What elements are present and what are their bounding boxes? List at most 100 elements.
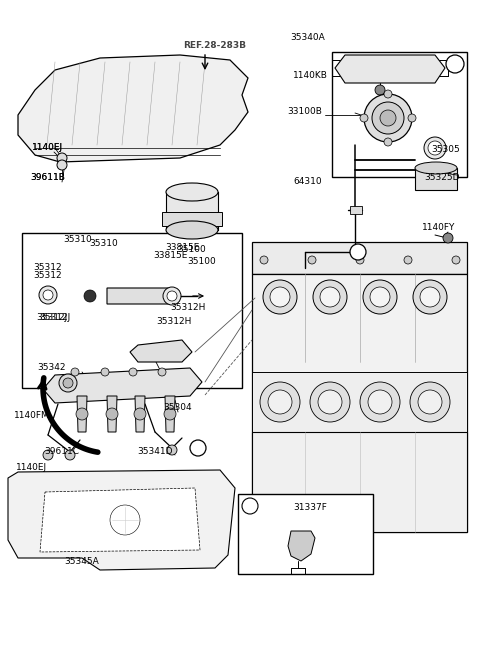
- Circle shape: [360, 114, 368, 122]
- Circle shape: [318, 390, 342, 414]
- Circle shape: [43, 450, 53, 460]
- Text: 35340A: 35340A: [290, 33, 325, 43]
- Polygon shape: [135, 396, 145, 432]
- Circle shape: [147, 344, 163, 360]
- Circle shape: [106, 408, 118, 420]
- Text: 1140EJ: 1140EJ: [16, 464, 48, 472]
- Polygon shape: [77, 396, 87, 432]
- Bar: [252, 372, 467, 432]
- Circle shape: [43, 290, 53, 300]
- Circle shape: [242, 498, 258, 514]
- Text: 39611B: 39611B: [31, 173, 65, 182]
- Circle shape: [320, 287, 340, 307]
- Circle shape: [63, 378, 73, 388]
- Ellipse shape: [166, 221, 218, 239]
- Polygon shape: [130, 340, 192, 362]
- Circle shape: [263, 280, 297, 314]
- Text: 35341D: 35341D: [137, 447, 173, 456]
- Circle shape: [350, 244, 366, 260]
- Circle shape: [39, 286, 57, 304]
- Circle shape: [363, 280, 397, 314]
- Ellipse shape: [415, 162, 457, 174]
- Circle shape: [404, 256, 412, 264]
- Circle shape: [163, 287, 181, 305]
- Circle shape: [310, 382, 350, 422]
- Bar: [252, 432, 467, 532]
- Text: 39611B: 39611B: [31, 173, 65, 182]
- Bar: [22, 233, 242, 388]
- Text: A: A: [195, 443, 201, 453]
- Text: REF.28-283B: REF.28-283B: [183, 41, 247, 50]
- Circle shape: [375, 85, 385, 95]
- Text: 39611C: 39611C: [45, 447, 80, 456]
- Polygon shape: [43, 368, 202, 403]
- Circle shape: [452, 256, 460, 264]
- Text: 35312J: 35312J: [36, 313, 68, 322]
- Text: 33815E: 33815E: [153, 250, 187, 260]
- Circle shape: [408, 114, 416, 122]
- Bar: [166, 192, 218, 230]
- Text: 1140KB: 1140KB: [293, 71, 328, 80]
- Bar: [252, 242, 467, 274]
- Text: a: a: [452, 60, 458, 69]
- Circle shape: [71, 368, 79, 376]
- Polygon shape: [8, 470, 235, 570]
- Text: 35305: 35305: [431, 145, 460, 154]
- Polygon shape: [18, 55, 248, 162]
- Bar: [162, 212, 222, 226]
- Text: 31337F: 31337F: [293, 504, 327, 513]
- Text: 35100: 35100: [178, 245, 206, 254]
- Text: 1140FM: 1140FM: [14, 411, 50, 419]
- Circle shape: [167, 445, 177, 455]
- Circle shape: [270, 287, 290, 307]
- Bar: [332, 52, 467, 177]
- Bar: [415, 168, 457, 190]
- Polygon shape: [107, 288, 177, 304]
- Circle shape: [190, 440, 206, 456]
- Text: 35345A: 35345A: [65, 557, 99, 566]
- Circle shape: [260, 256, 268, 264]
- Text: 35342: 35342: [38, 364, 66, 373]
- Circle shape: [368, 390, 392, 414]
- Circle shape: [418, 390, 442, 414]
- Circle shape: [380, 110, 396, 126]
- Ellipse shape: [166, 183, 218, 201]
- Circle shape: [57, 160, 67, 170]
- Text: 35309: 35309: [138, 351, 167, 360]
- Text: 1140EJ: 1140EJ: [32, 143, 63, 152]
- Text: 35312H: 35312H: [170, 303, 206, 313]
- Circle shape: [443, 233, 453, 243]
- Circle shape: [420, 287, 440, 307]
- Circle shape: [313, 280, 347, 314]
- Polygon shape: [40, 488, 200, 552]
- Circle shape: [424, 137, 446, 159]
- Circle shape: [158, 368, 166, 376]
- Circle shape: [384, 138, 392, 146]
- Circle shape: [59, 374, 77, 392]
- Circle shape: [413, 280, 447, 314]
- Text: 33100B: 33100B: [287, 107, 322, 116]
- Circle shape: [446, 55, 464, 73]
- Circle shape: [134, 408, 146, 420]
- Text: 35312J: 35312J: [39, 313, 71, 322]
- Circle shape: [268, 390, 292, 414]
- Circle shape: [372, 102, 404, 134]
- Circle shape: [356, 256, 364, 264]
- Text: 64310: 64310: [293, 177, 322, 186]
- Circle shape: [167, 291, 177, 301]
- Text: 35312: 35312: [34, 264, 62, 273]
- Text: 35312: 35312: [34, 271, 62, 279]
- Bar: [238, 494, 373, 574]
- Polygon shape: [107, 396, 117, 432]
- Text: A: A: [355, 247, 361, 256]
- Circle shape: [84, 290, 96, 302]
- Text: 35304: 35304: [164, 404, 192, 413]
- Bar: [252, 274, 467, 532]
- Text: 35325D: 35325D: [424, 173, 460, 182]
- Circle shape: [164, 408, 176, 420]
- Bar: [350, 206, 362, 214]
- Text: 35310: 35310: [64, 235, 92, 245]
- Polygon shape: [335, 55, 445, 83]
- Circle shape: [384, 90, 392, 98]
- Text: 35310: 35310: [90, 239, 119, 249]
